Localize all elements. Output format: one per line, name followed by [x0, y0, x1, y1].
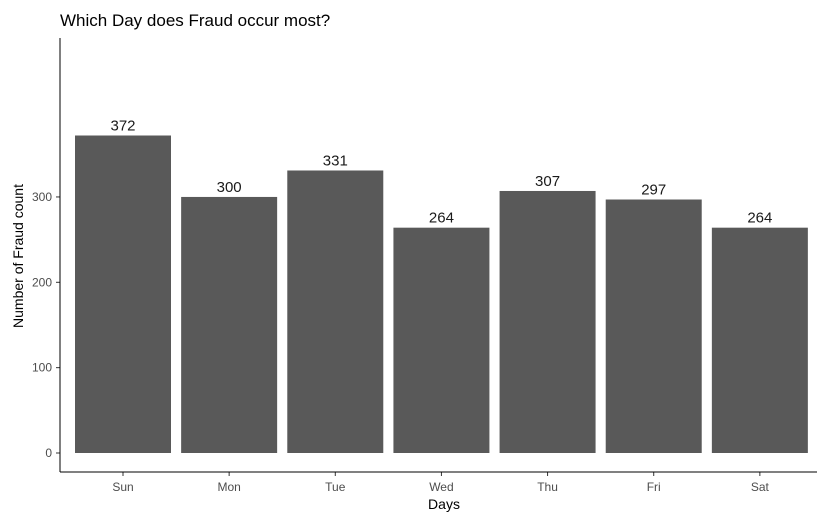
bar-wed: [393, 227, 490, 453]
bar-thu: [499, 190, 596, 453]
data-label-sat: 264: [747, 210, 772, 227]
data-label-fri: 297: [641, 182, 666, 199]
bar-fri: [605, 199, 702, 453]
chart-title: Which Day does Fraud occur most?: [60, 11, 330, 30]
x-tick-label-sat: Sat: [751, 480, 770, 494]
bar-tue: [287, 170, 384, 453]
data-label-tue: 331: [323, 152, 348, 169]
x-axis-title: Days: [428, 496, 460, 512]
y-axis-title: Number of Fraud count: [10, 184, 26, 328]
y-tick-label: 300: [32, 190, 52, 204]
y-tick-label: 100: [32, 361, 52, 375]
plot-area: 0 100 200 300 372 Sun 300 Mon 331 Tue 264 Wed 307 Thu…: [32, 117, 808, 494]
data-label-mon: 300: [217, 179, 242, 196]
x-tick-label-tue: Tue: [325, 480, 346, 494]
y-tick-label: 200: [32, 275, 52, 289]
x-tick-label-wed: Wed: [429, 480, 453, 494]
y-tick-label: 0: [45, 446, 52, 460]
x-tick-label-thu: Thu: [537, 480, 558, 494]
data-label-wed: 264: [429, 210, 454, 227]
bar-sun: [75, 135, 171, 454]
x-tick-label-mon: Mon: [217, 480, 240, 494]
bar-sat: [711, 227, 808, 453]
bar-mon: [181, 196, 278, 453]
data-label-sun: 372: [110, 117, 135, 134]
x-tick-label-sun: Sun: [112, 480, 133, 494]
data-label-thu: 307: [535, 173, 560, 190]
x-tick-label-fri: Fri: [647, 480, 661, 494]
